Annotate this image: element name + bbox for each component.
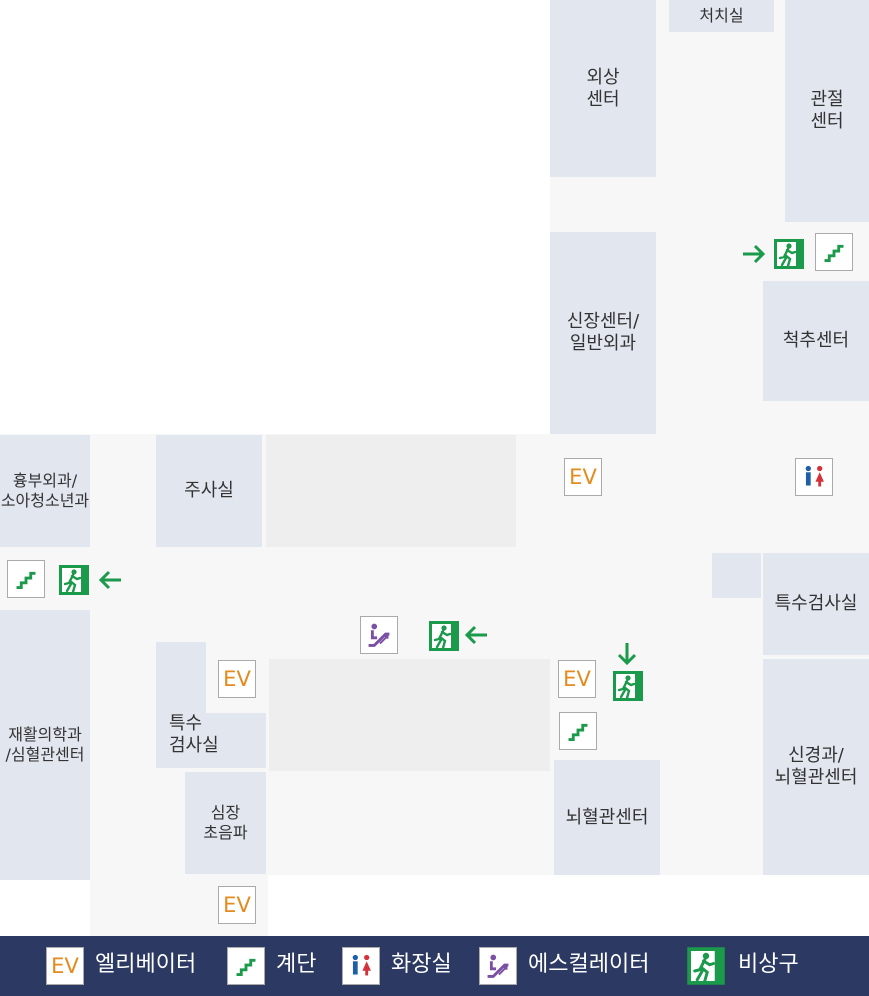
small-room-block [712,553,761,598]
cerebro-center-label: 뇌혈관센터 [565,806,649,828]
special-exam-right-label: 특수검사실 [774,593,858,614]
trauma-center-room[interactable]: 외상 센터 [550,0,656,177]
emergency-exit-icon-1[interactable] [773,238,805,270]
cardiac-ultrasound-label: 심장 초음파 [203,803,248,842]
rehab-center-room[interactable]: 재활의학과 /심혈관센터 [0,610,90,880]
legend-restroom-icon [342,947,380,985]
legend-elevator-icon: EV [46,947,84,985]
elevator-icon-1[interactable]: EV [564,458,602,496]
chest-surgery-room[interactable]: 흉부외과/ 소아청소년과 [0,435,90,547]
arrow-right-icon [743,244,766,264]
stairs-icon-2[interactable] [7,560,45,598]
legend-escalator-icon [479,947,517,985]
elevator-icon-3[interactable]: EV [558,660,596,698]
legend-emergency-exit-label: 비상구 [738,952,799,977]
open-area-upper [266,435,516,547]
kidney-center-label: 신장센터/ 일반외과 [566,311,640,354]
joint-center-label: 관절 센터 [810,89,844,132]
legend-stairs-label: 계단 [276,952,317,977]
treatment-room-label: 처치실 [699,6,744,25]
emergency-exit-icon-4[interactable] [612,670,644,702]
legend-bar: EV 엘리베이터 계단 화장실 에스컬레이터 비상구 [0,936,869,996]
elevator-icon-4[interactable]: EV [218,886,256,924]
rehab-center-label: 재활의학과 /심혈관센터 [5,725,85,764]
neuro-center-label: 신경과/ 뇌혈관센터 [774,745,858,788]
treatment-room[interactable]: 처치실 [669,0,774,32]
elevator-icon-2[interactable]: EV [218,660,256,698]
arrow-left-icon-2 [464,625,487,645]
trauma-center-label: 외상 센터 [586,66,620,110]
joint-center-room[interactable]: 관절 센터 [785,0,869,222]
cardiac-ultrasound-room[interactable]: 심장 초음파 [185,772,266,874]
neuro-center-room[interactable]: 신경과/ 뇌혈관센터 [763,659,869,875]
emergency-exit-icon-3[interactable] [428,620,460,652]
spine-center-label: 척추센터 [782,330,850,351]
legend-restroom-label: 화장실 [391,952,452,977]
spine-center-room[interactable]: 척추센터 [763,281,869,401]
cerebro-center-room[interactable]: 뇌혈관센터 [554,760,660,875]
special-exam-room-left-a [156,642,206,768]
legend-stairs-icon [227,947,265,985]
special-exam-room-right[interactable]: 특수검사실 [763,553,869,655]
kidney-center-room[interactable]: 신장센터/ 일반외과 [550,232,656,434]
chest-surgery-label: 흉부외과/ 소아청소년과 [0,471,90,510]
injection-room[interactable]: 주사실 [156,435,262,547]
injection-room-label: 주사실 [184,480,234,501]
arrow-left-icon-1 [98,570,121,590]
emergency-exit-icon-2[interactable] [58,564,90,596]
legend-escalator-label: 에스컬레이터 [528,952,650,977]
escalator-icon[interactable] [360,616,398,654]
stairs-icon-3[interactable] [559,712,597,750]
legend-elevator-label: 엘리베이터 [95,952,197,977]
arrow-down-icon [617,643,637,666]
stairs-icon-1[interactable] [815,233,853,271]
restroom-icon[interactable] [795,458,833,496]
special-exam-left-label: 특수 검사실 [169,713,219,756]
legend-emergency-exit-icon [686,946,726,986]
open-area-lower [269,659,550,771]
special-exam-room-left-b [206,713,266,768]
